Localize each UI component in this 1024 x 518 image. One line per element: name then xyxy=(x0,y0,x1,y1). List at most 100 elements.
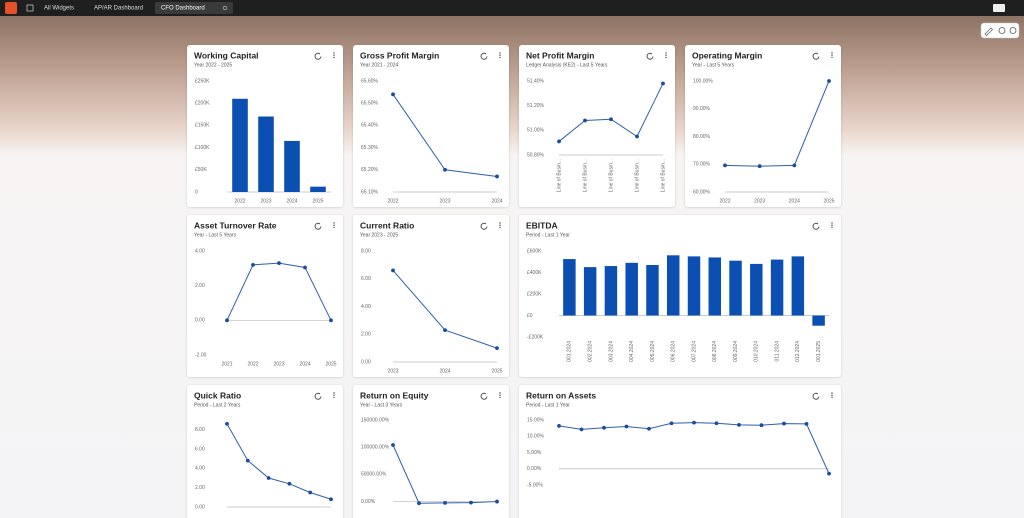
widget-title: Asset Turnover Rate xyxy=(194,220,277,230)
y-tick-label: 65.60% xyxy=(361,78,379,84)
refresh-icon[interactable] xyxy=(314,222,322,230)
x-tick-label: 009.2024 xyxy=(733,341,739,362)
refresh-icon[interactable] xyxy=(812,52,820,60)
toolbar xyxy=(980,22,1020,39)
menu-icon[interactable] xyxy=(831,392,833,394)
refresh-icon[interactable] xyxy=(314,52,322,60)
point xyxy=(287,481,292,486)
tab[interactable]: AP/AR Dashboard xyxy=(94,6,143,12)
widget-subtitle: Year 2023 - 2025 xyxy=(360,232,398,238)
edit-icon[interactable] xyxy=(984,27,993,36)
menu-icon[interactable] xyxy=(499,54,501,56)
y-tick-label: 51.00% xyxy=(527,128,545,134)
y-tick-label: 65.40% xyxy=(361,123,379,129)
line xyxy=(724,80,830,167)
menu-icon[interactable] xyxy=(665,52,667,54)
widget-card: Operating Margin Year - Last 5 Years 60.00… xyxy=(685,45,841,207)
y-tick-label: £200K xyxy=(195,101,210,107)
y-tick-label: 60.00% xyxy=(693,189,711,195)
refresh-icon[interactable] xyxy=(480,392,488,400)
tab[interactable]: CFO Dashboard xyxy=(161,6,205,12)
widget-subtitle: Year 2022 - 2025 xyxy=(194,62,232,68)
refresh-icon[interactable] xyxy=(480,52,488,60)
y-tick-label: 2.00 xyxy=(195,283,205,289)
widget-title: Return on Assets xyxy=(526,390,596,400)
menu-icon[interactable] xyxy=(831,222,833,224)
x-tick-label: 2025 xyxy=(823,198,834,204)
x-tick-label: 2025 xyxy=(325,361,336,367)
menu-icon[interactable] xyxy=(665,54,667,56)
bar xyxy=(604,266,618,316)
menu-icon[interactable] xyxy=(499,222,501,224)
menu-icon[interactable] xyxy=(831,396,833,399)
menu-icon[interactable] xyxy=(499,52,501,54)
menu-icon[interactable] xyxy=(333,54,335,56)
bar xyxy=(708,257,721,316)
y-tick-label: 65.50% xyxy=(361,101,379,107)
point xyxy=(443,167,447,172)
grid-icon[interactable] xyxy=(26,4,34,12)
point xyxy=(669,421,674,426)
point xyxy=(443,501,447,505)
menu-icon[interactable] xyxy=(499,56,501,59)
y-tick-label: 4.00 xyxy=(195,248,205,254)
menu-icon[interactable] xyxy=(333,396,335,399)
point xyxy=(266,476,271,480)
refresh-icon[interactable] xyxy=(812,222,820,230)
x-tick-label: 2024 xyxy=(789,198,800,204)
menu-icon[interactable] xyxy=(333,226,335,229)
menu-icon[interactable] xyxy=(333,222,335,224)
refresh-icon[interactable] xyxy=(812,392,820,400)
tab[interactable]: All Widgets xyxy=(44,6,74,12)
point xyxy=(635,134,639,139)
widget-subtitle: Year - Last 5 Years xyxy=(194,232,237,238)
menu-icon[interactable] xyxy=(665,56,667,59)
bar xyxy=(310,186,326,192)
app-logo[interactable] xyxy=(5,2,17,14)
refresh-icon[interactable] xyxy=(480,222,488,230)
card xyxy=(685,45,841,207)
x-tick-label: 2024 xyxy=(286,198,297,204)
point xyxy=(757,164,762,169)
widget-subtitle: Period - Last 1 Year xyxy=(526,402,570,408)
menu-icon[interactable] xyxy=(831,56,833,59)
menu-icon[interactable] xyxy=(831,52,833,54)
point xyxy=(557,423,561,428)
menu-icon[interactable] xyxy=(831,226,833,229)
refresh-icon[interactable] xyxy=(314,392,322,400)
settings-icon[interactable] xyxy=(998,27,1006,34)
x-tick-label: 2022 xyxy=(387,198,398,204)
widget-card: Return on Equity Year - Last 3 Years 0.00%… xyxy=(353,385,509,518)
menu-icon[interactable] xyxy=(333,52,335,54)
point xyxy=(723,163,727,168)
menu-icon[interactable] xyxy=(831,54,833,56)
point xyxy=(804,422,809,426)
menu-icon[interactable] xyxy=(831,394,833,396)
widget-subtitle: Year 2021 - 2024 xyxy=(360,62,398,68)
menu-icon[interactable] xyxy=(333,224,335,226)
bar xyxy=(583,267,597,316)
menu-icon[interactable] xyxy=(333,394,335,396)
menu-icon[interactable] xyxy=(499,224,501,226)
widget-title: Return on Equity xyxy=(360,390,429,400)
card xyxy=(187,215,343,377)
menu-icon[interactable] xyxy=(499,226,501,229)
point xyxy=(602,425,606,430)
power-icon[interactable] xyxy=(1009,27,1017,34)
close-tab[interactable] xyxy=(222,5,228,11)
x-tick-label: 2022 xyxy=(719,198,730,204)
menu-icon[interactable] xyxy=(499,394,501,396)
menu-icon[interactable] xyxy=(831,224,833,226)
refresh-icon[interactable] xyxy=(646,52,654,60)
menu-icon[interactable] xyxy=(499,392,501,394)
active-tab[interactable] xyxy=(155,2,233,14)
widget-card: EBITDA Period - Last 1 Year -£200K £0 £200K £… xyxy=(519,215,841,377)
menu-icon[interactable] xyxy=(333,392,335,394)
y-tick-label: -5.00% xyxy=(527,482,543,488)
menu-icon[interactable] xyxy=(499,396,501,399)
widget-title: Gross Profit Margin xyxy=(360,50,439,60)
menu-icon[interactable] xyxy=(333,56,335,59)
widgets: Working Capital Year 2022 - 2025 0 £50K £100… xyxy=(187,45,841,518)
